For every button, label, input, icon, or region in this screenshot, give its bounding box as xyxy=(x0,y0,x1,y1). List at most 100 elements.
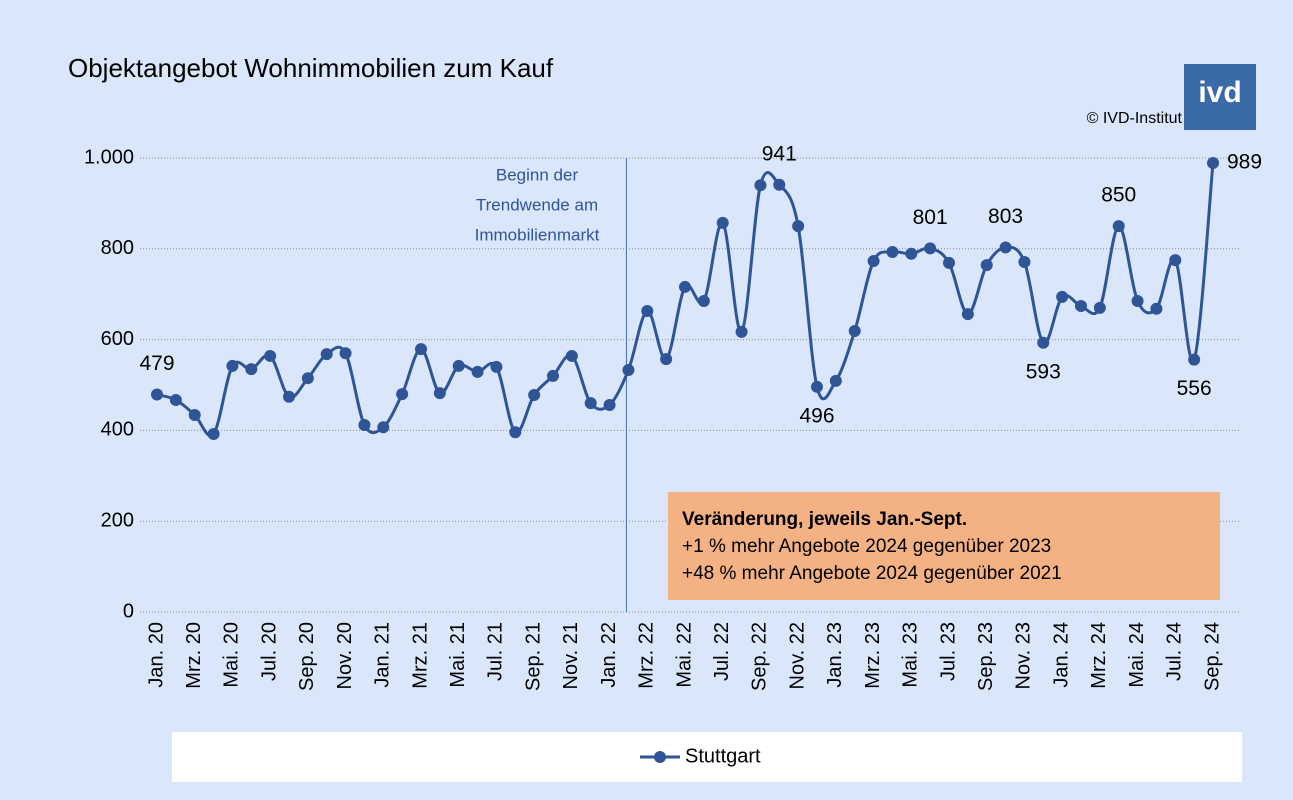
annotation-text: Beginn der xyxy=(496,165,579,184)
marker xyxy=(829,374,842,387)
data-label: 989 xyxy=(1227,151,1262,174)
logo-box xyxy=(1184,64,1256,130)
data-label: 556 xyxy=(1177,377,1212,400)
annotation-text: +1 % mehr Angebote 2024 gegenüber 2023 xyxy=(682,536,1051,557)
data-label: 803 xyxy=(988,205,1023,228)
marker xyxy=(811,380,823,393)
marker xyxy=(697,295,710,308)
x-tick-label: Sep. 23 xyxy=(975,622,997,691)
marker xyxy=(339,347,352,360)
data-label: 479 xyxy=(139,352,174,375)
marker xyxy=(924,242,937,255)
x-tick-label: Nov. 20 xyxy=(334,622,356,689)
marker xyxy=(490,360,503,373)
marker xyxy=(1093,301,1106,314)
x-tick-label: Sep. 24 xyxy=(1201,622,1223,691)
annotation-text: Veränderung, jeweils Jan.-Sept. xyxy=(682,509,967,530)
marker xyxy=(886,245,899,258)
marker xyxy=(188,408,201,421)
marker xyxy=(1037,336,1050,349)
marker xyxy=(415,343,427,356)
marker xyxy=(1150,302,1163,315)
logo: ivd xyxy=(1198,76,1241,109)
x-tick-label: Sep. 21 xyxy=(522,622,544,691)
y-tick-label: 400 xyxy=(101,419,134,441)
marker xyxy=(320,348,333,361)
x-tick-label: Mrz. 21 xyxy=(409,622,431,689)
marker xyxy=(603,398,616,411)
marker xyxy=(1112,220,1125,233)
marker xyxy=(226,359,239,372)
data-label: 593 xyxy=(1026,360,1061,383)
marker xyxy=(377,421,390,434)
y-tick-label: 600 xyxy=(101,328,134,350)
x-tick-label: Sep. 22 xyxy=(749,622,771,691)
annotation-text: Immobilienmarkt xyxy=(475,225,600,244)
annotation-text: Trendwende am xyxy=(476,195,598,214)
marker xyxy=(169,393,182,406)
marker xyxy=(396,388,409,401)
marker xyxy=(735,325,748,338)
marker xyxy=(1075,300,1087,313)
marker xyxy=(547,369,559,382)
marker xyxy=(1018,255,1031,268)
y-tick-label: 800 xyxy=(101,237,134,259)
marker xyxy=(264,349,277,362)
legend-box xyxy=(172,732,1242,782)
marker xyxy=(1188,353,1201,366)
y-tick-label: 0 xyxy=(123,600,134,622)
marker xyxy=(999,241,1012,254)
x-tick-label: Mrz. 22 xyxy=(636,622,658,689)
chart-title: Objektangebot Wohnimmobilien zum Kauf xyxy=(68,53,554,83)
x-tick-label: Jul. 22 xyxy=(711,622,733,681)
x-tick-label: Mai. 20 xyxy=(221,622,243,688)
marker xyxy=(301,372,314,385)
marker xyxy=(848,324,861,337)
source: © IVD-Institut xyxy=(1087,110,1183,127)
marker xyxy=(716,216,729,229)
x-tick-label: Jul. 23 xyxy=(937,622,959,681)
marker xyxy=(792,220,805,233)
x-tick-label: Jan. 23 xyxy=(824,622,846,688)
x-tick-label: Mrz. 24 xyxy=(1088,622,1110,689)
marker xyxy=(905,247,918,260)
annotation-text: +48 % mehr Angebote 2024 gegenüber 2021 xyxy=(682,563,1062,584)
x-tick-label: Jul. 24 xyxy=(1164,622,1186,681)
x-tick-label: Mai. 23 xyxy=(900,622,922,688)
x-tick-label: Sep. 20 xyxy=(296,622,318,691)
marker xyxy=(641,304,654,317)
marker xyxy=(980,259,993,272)
y-tick-label: 1.000 xyxy=(84,146,134,168)
marker xyxy=(509,426,522,439)
legend-label: Stuttgart xyxy=(685,745,761,767)
marker xyxy=(565,349,578,362)
marker xyxy=(283,390,295,403)
x-tick-label: Nov. 23 xyxy=(1013,622,1035,689)
marker xyxy=(1169,254,1182,267)
x-tick-label: Jan. 21 xyxy=(372,622,394,688)
marker xyxy=(867,255,880,268)
marker xyxy=(1056,290,1069,303)
data-label: 850 xyxy=(1101,184,1136,207)
marker xyxy=(1207,156,1219,169)
x-tick-label: Mai. 21 xyxy=(447,622,469,688)
x-tick-label: Jan. 20 xyxy=(145,622,167,688)
data-label: 941 xyxy=(762,142,797,165)
y-tick-label: 200 xyxy=(101,509,134,531)
x-tick-label: Jan. 24 xyxy=(1050,622,1072,688)
x-tick-label: Jul. 20 xyxy=(258,622,280,681)
marker xyxy=(471,365,484,378)
marker xyxy=(207,428,220,441)
marker xyxy=(679,280,691,293)
marker xyxy=(151,388,163,401)
marker xyxy=(961,308,974,321)
x-tick-label: Jul. 21 xyxy=(485,622,507,681)
data-label: 801 xyxy=(913,206,948,229)
marker xyxy=(358,418,371,431)
data-label: 496 xyxy=(799,404,834,427)
marker xyxy=(452,359,465,372)
x-tick-label: Nov. 22 xyxy=(786,622,808,689)
marker xyxy=(433,387,446,400)
